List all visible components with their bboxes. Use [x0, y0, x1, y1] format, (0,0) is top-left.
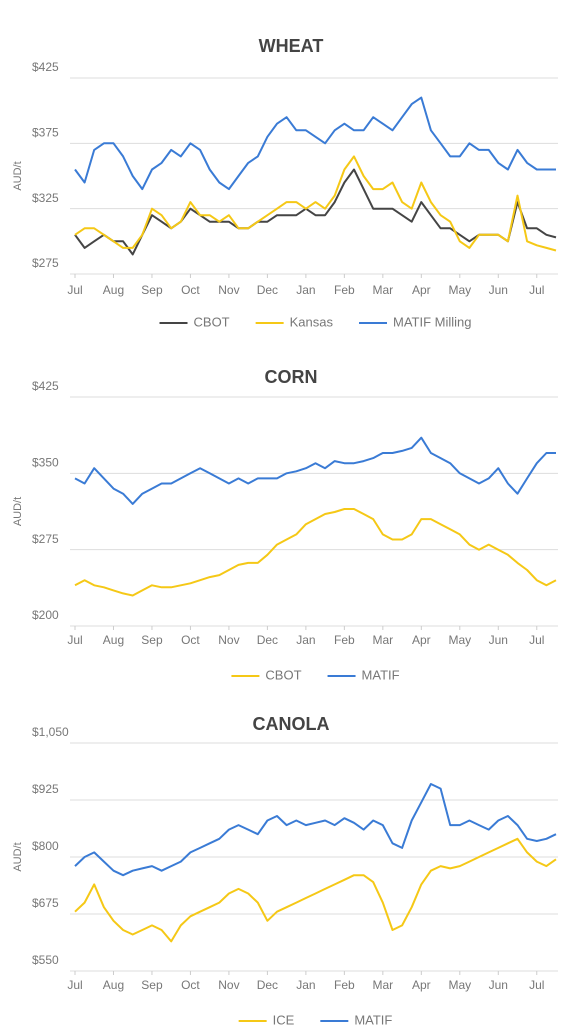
x-tick-label: Nov: [218, 978, 239, 992]
legend-label: CBOT: [194, 314, 230, 329]
legend-label: MATIF: [354, 1012, 392, 1027]
chart-title: CANOLA: [253, 714, 330, 734]
x-tick-label: Aug: [103, 283, 124, 297]
y-tick-label: $350: [32, 456, 59, 470]
y-tick-label: $375: [32, 126, 59, 140]
legend-label: CBOT: [265, 667, 301, 682]
x-tick-label: Dec: [257, 283, 278, 297]
x-tick-label: Apr: [412, 283, 431, 297]
y-tick-label: $675: [32, 896, 59, 910]
legend-label: Kansas: [290, 314, 334, 329]
x-tick-label: Sep: [141, 283, 163, 297]
x-tick-label: Mar: [373, 633, 394, 647]
x-tick-label: Dec: [257, 633, 278, 647]
x-tick-label: Jun: [489, 633, 508, 647]
y-tick-label: $550: [32, 953, 59, 967]
data-line: [74, 783, 557, 877]
x-tick-label: May: [448, 283, 471, 297]
x-tick-label: Jul: [67, 978, 82, 992]
x-tick-label: Feb: [334, 978, 355, 992]
y-axis-label: AUD/t: [12, 161, 24, 190]
legend-label: MATIF Milling: [393, 314, 471, 329]
data-line: [74, 155, 557, 252]
x-tick-label: Jul: [529, 978, 544, 992]
x-tick-label: Apr: [412, 978, 431, 992]
x-tick-label: Apr: [412, 633, 431, 647]
x-tick-label: Jun: [489, 978, 508, 992]
chart-title: CORN: [265, 367, 318, 387]
legend-label: ICE: [273, 1012, 295, 1027]
x-tick-label: Nov: [218, 283, 239, 297]
x-tick-label: Nov: [218, 633, 239, 647]
legend: CBOT Kansas MATIF Milling: [159, 314, 471, 329]
x-tick-label: May: [448, 633, 471, 647]
data-line: [74, 508, 557, 597]
data-line: [74, 436, 556, 505]
chart-title: WHEAT: [259, 36, 324, 56]
x-tick-label: Jul: [67, 633, 82, 647]
data-line: [74, 96, 556, 191]
x-tick-label: Jan: [296, 283, 315, 297]
x-tick-label: Aug: [103, 978, 124, 992]
y-tick-label: $275: [32, 532, 59, 546]
x-tick-label: Oct: [181, 283, 200, 297]
x-tick-label: Aug: [103, 633, 124, 647]
y-axis-label: AUD/t: [12, 497, 24, 526]
x-tick-label: Dec: [257, 978, 278, 992]
x-tick-label: Mar: [373, 283, 394, 297]
x-tick-label: Feb: [334, 283, 355, 297]
y-tick-label: $925: [32, 782, 59, 796]
data-line: [74, 168, 557, 256]
x-tick-label: Sep: [141, 978, 163, 992]
x-tick-label: Jan: [296, 978, 315, 992]
x-tick-label: Sep: [141, 633, 163, 647]
legend: CBOT MATIF: [231, 667, 400, 682]
x-tick-label: Oct: [181, 978, 200, 992]
x-tick-label: May: [448, 978, 471, 992]
legend: ICE MATIF: [238, 1012, 392, 1027]
x-tick-label: Jan: [296, 633, 315, 647]
y-tick-label: $800: [32, 839, 59, 853]
x-tick-label: Jul: [529, 283, 544, 297]
x-tick-label: Jul: [67, 283, 82, 297]
y-tick-label: $275: [32, 256, 59, 270]
y-tick-label: $325: [32, 191, 59, 205]
y-tick-label: $200: [32, 608, 59, 622]
x-tick-label: Mar: [373, 978, 394, 992]
legend-label: MATIF: [362, 667, 400, 682]
x-tick-label: Jul: [529, 633, 544, 647]
y-tick-label: $425: [32, 60, 59, 74]
x-tick-label: Jun: [489, 283, 508, 297]
y-axis-label: AUD/t: [12, 842, 24, 871]
y-tick-label: $1,050: [32, 725, 69, 739]
y-tick-label: $425: [32, 379, 59, 393]
data-line: [74, 837, 557, 943]
x-tick-label: Oct: [181, 633, 200, 647]
x-tick-label: Feb: [334, 633, 355, 647]
